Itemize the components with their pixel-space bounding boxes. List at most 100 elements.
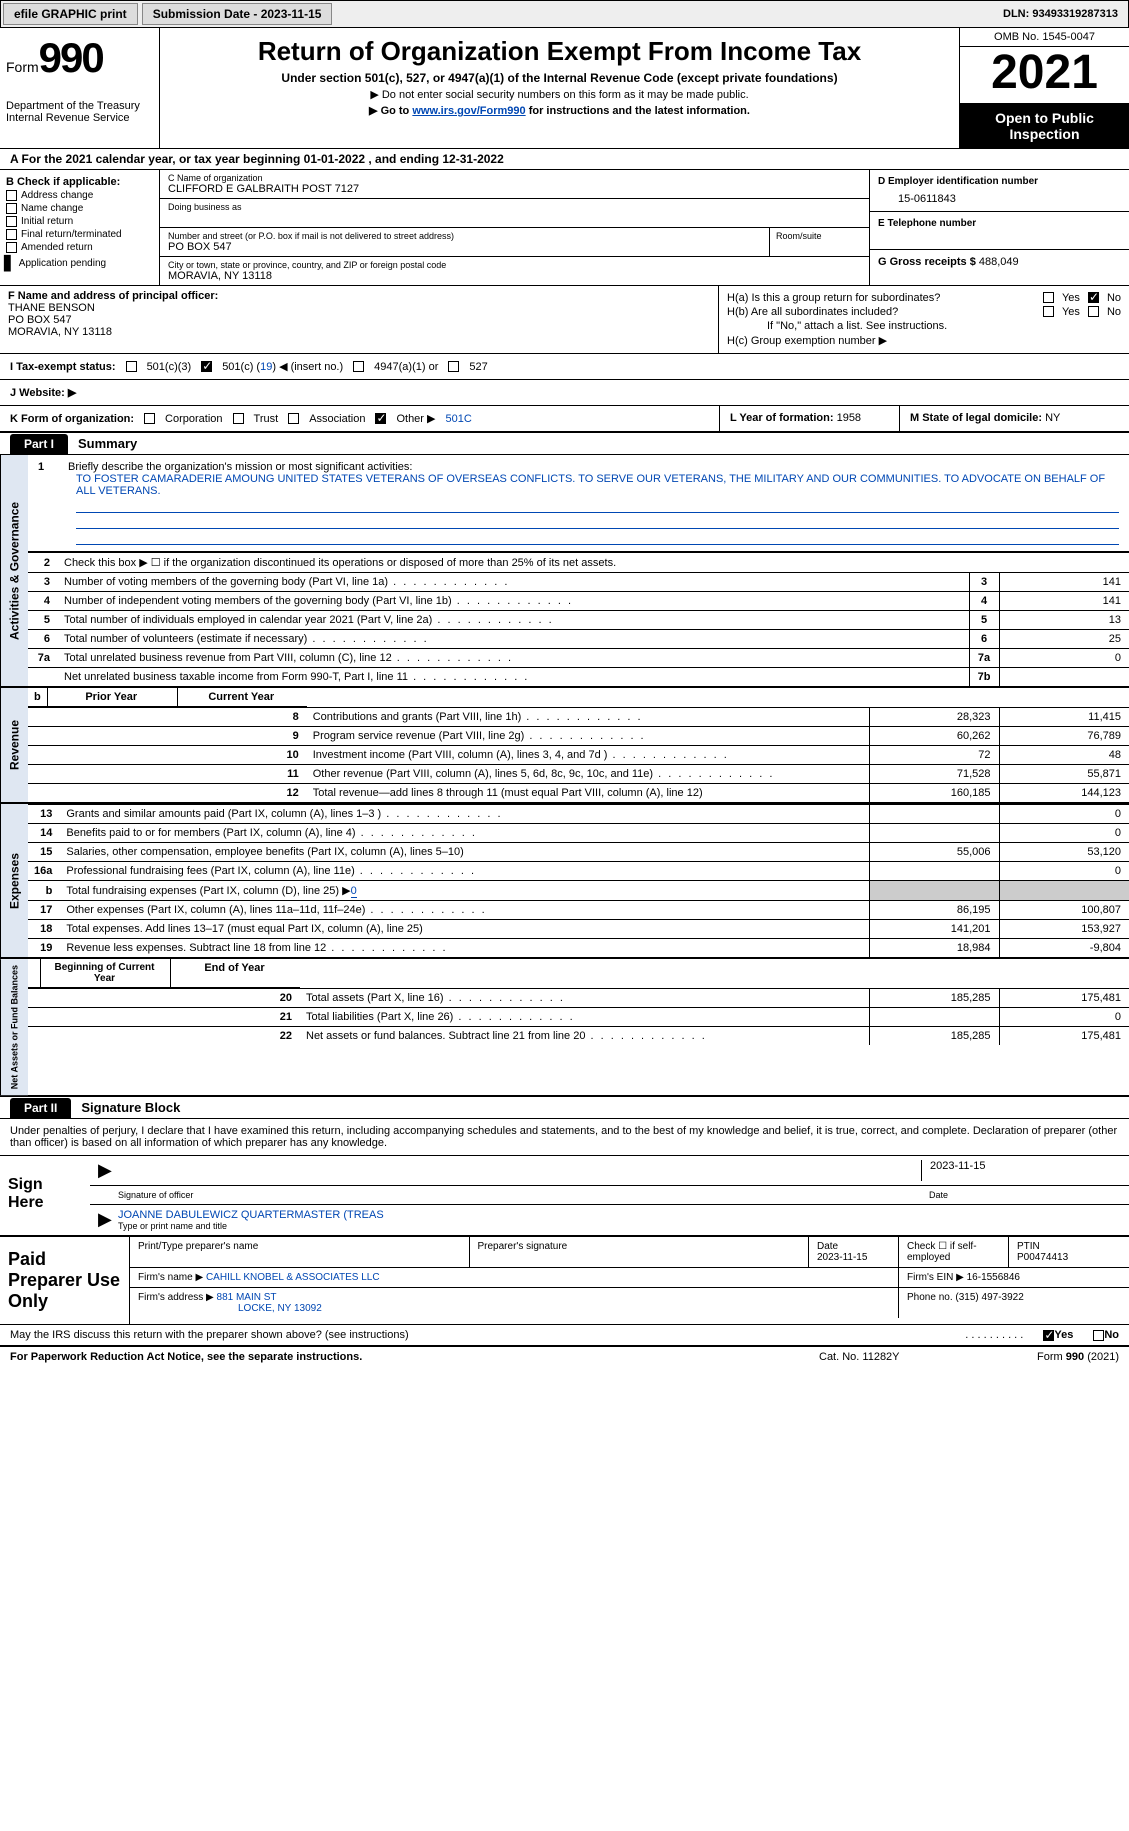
form-label: Form xyxy=(6,59,39,75)
city: MORAVIA, NY 13118 xyxy=(168,270,861,282)
prep-date: 2023-11-15 xyxy=(817,1252,867,1263)
hb-yes[interactable] xyxy=(1043,306,1054,317)
line-10: Investment income (Part VIII, column (A)… xyxy=(307,746,869,765)
part1-title: Summary xyxy=(68,433,147,454)
discuss-no[interactable] xyxy=(1093,1330,1104,1341)
prep-self-emp[interactable]: Check ☐ if self-employed xyxy=(899,1237,1009,1267)
chk-app-pending[interactable]: ▋Application pending xyxy=(6,255,153,272)
sign-here-row: Sign Here ▶ 2023-11-15 Signature of offi… xyxy=(0,1156,1129,1236)
curr-year-hdr: Current Year xyxy=(177,688,307,706)
sign-here-label: Sign Here xyxy=(0,1156,90,1235)
section-d: D Employer identification number 15-0611… xyxy=(869,170,1129,285)
line-22: Net assets or fund balances. Subtract li… xyxy=(300,1027,869,1046)
firm-city: LOCKE, NY 13092 xyxy=(138,1303,322,1314)
opt-501c3: 501(c)(3) xyxy=(147,361,192,373)
chk-4947[interactable] xyxy=(353,361,364,372)
firm-name: CAHILL KNOBEL & ASSOCIATES LLC xyxy=(206,1272,380,1283)
expenses-section: Expenses 13Grants and similar amounts pa… xyxy=(0,803,1129,958)
dln-label: DLN: 93493319287313 xyxy=(993,5,1128,23)
form-number: Form990 xyxy=(6,34,153,82)
form-footer: Form 990 (2021) xyxy=(969,1351,1119,1363)
line-15: Salaries, other compensation, employee b… xyxy=(60,843,869,862)
opt-527: 527 xyxy=(469,361,487,373)
expenses-table: 13Grants and similar amounts paid (Part … xyxy=(28,804,1129,957)
hb-no[interactable] xyxy=(1088,306,1099,317)
chk-501c3[interactable] xyxy=(126,361,137,372)
line-8: Contributions and grants (Part VIII, lin… xyxy=(307,708,869,727)
irs-link[interactable]: www.irs.gov/Form990 xyxy=(412,105,525,117)
ha-no[interactable] xyxy=(1088,292,1099,303)
line-18: Total expenses. Add lines 13–17 (must eq… xyxy=(60,920,869,939)
hb-lbl: H(b) Are all subordinates included? xyxy=(727,306,1043,318)
line-7b: Net unrelated business taxable income fr… xyxy=(58,668,969,687)
section-i: I Tax-exempt status: 501(c)(3) 501(c) (1… xyxy=(0,354,1129,380)
prep-ptin: P00474413 xyxy=(1017,1252,1068,1263)
side-expenses: Expenses xyxy=(0,804,28,957)
ein-cell: D Employer identification number 15-0611… xyxy=(870,170,1129,212)
tel-lbl: E Telephone number xyxy=(878,218,1121,229)
firm-addr: 881 MAIN ST xyxy=(217,1292,277,1303)
submission-date-button[interactable]: Submission Date - 2023-11-15 xyxy=(142,3,333,25)
section-f: F Name and address of principal officer:… xyxy=(0,286,719,353)
i-lbl: I Tax-exempt status: xyxy=(10,361,116,373)
section-c: C Name of organization CLIFFORD E GALBRA… xyxy=(160,170,869,285)
line-12: Total revenue—add lines 8 through 11 (mu… xyxy=(307,784,869,803)
revenue-table: bPrior YearCurrent Year 8Contributions a… xyxy=(28,688,1129,802)
line-19: Revenue less expenses. Subtract line 18 … xyxy=(60,939,869,958)
part1-tab: Part I xyxy=(10,434,68,454)
form-num: 990 xyxy=(39,34,103,81)
addr-row: Number and street (or P.O. box if mail i… xyxy=(160,228,869,257)
val-7a: 0 xyxy=(999,649,1129,668)
firm-phone: (315) 497-3922 xyxy=(955,1292,1023,1303)
chk-corp[interactable] xyxy=(144,413,155,424)
header-left: Form990 Department of the Treasury Inter… xyxy=(0,28,160,148)
val-3: 141 xyxy=(999,573,1129,592)
chk-trust[interactable] xyxy=(233,413,244,424)
chk-final-return[interactable]: Final return/terminated xyxy=(6,229,153,240)
val-4: 141 xyxy=(999,592,1129,611)
gross-val: 488,049 xyxy=(979,256,1019,268)
net-assets-section: Net Assets or Fund Balances Beginning of… xyxy=(0,958,1129,1097)
efile-print-button[interactable]: efile GRAPHIC print xyxy=(3,3,138,25)
chk-address-change[interactable]: Address change xyxy=(6,190,153,201)
k-lbl: K Form of organization: xyxy=(10,413,134,425)
chk-assoc[interactable] xyxy=(288,413,299,424)
chk-527[interactable] xyxy=(448,361,459,372)
paperwork-notice: For Paperwork Reduction Act Notice, see … xyxy=(10,1351,819,1363)
open-public: Open to Public Inspection xyxy=(960,104,1129,148)
room-suite: Room/suite xyxy=(769,228,869,256)
line-4: Number of independent voting members of … xyxy=(58,592,969,611)
line-2: Check this box ▶ ☐ if the organization d… xyxy=(58,553,1129,573)
prior-year-hdr: Prior Year xyxy=(47,688,177,706)
prep-sig-lbl: Preparer's signature xyxy=(470,1237,810,1267)
line-21: Total liabilities (Part X, line 26) xyxy=(300,1008,869,1027)
goto-post: for instructions and the latest informat… xyxy=(526,105,750,117)
ha-lbl: H(a) Is this a group return for subordin… xyxy=(727,292,1043,304)
subtitle-3: ▶ Go to www.irs.gov/Form990 for instruct… xyxy=(170,104,949,117)
ein-lbl: D Employer identification number xyxy=(878,176,1121,187)
b-label: B Check if applicable: xyxy=(6,176,153,188)
officer-addr: PO BOX 547 xyxy=(8,314,72,326)
declaration: Under penalties of perjury, I declare th… xyxy=(0,1118,1129,1156)
section-j: J Website: ▶ xyxy=(0,380,1129,406)
discuss-yes[interactable] xyxy=(1043,1330,1054,1341)
chk-name-change[interactable]: Name change xyxy=(6,203,153,214)
addr-lbl: Number and street (or P.O. box if mail i… xyxy=(168,231,761,241)
preparer-row: Paid Preparer Use Only Print/Type prepar… xyxy=(0,1236,1129,1325)
officer-city: MORAVIA, NY 13118 xyxy=(8,326,112,338)
opt-501c: 501(c) (19) ◀ (insert no.) xyxy=(222,360,343,373)
org-name-lbl: C Name of organization xyxy=(168,173,861,183)
line-16a: Professional fundraising fees (Part IX, … xyxy=(60,862,869,881)
discuss-row: May the IRS discuss this return with the… xyxy=(0,1325,1129,1347)
activities-governance-section: Activities & Governance 1Briefly describ… xyxy=(0,454,1129,687)
line-16b: Total fundraising expenses (Part IX, col… xyxy=(60,881,869,901)
ha-yes[interactable] xyxy=(1043,292,1054,303)
hb-note: If "No," attach a list. See instructions… xyxy=(727,320,1121,332)
chk-501c[interactable] xyxy=(201,361,212,372)
chk-initial-return[interactable]: Initial return xyxy=(6,216,153,227)
chk-amended[interactable]: Amended return xyxy=(6,242,153,253)
mission-lbl: Briefly describe the organization's miss… xyxy=(68,461,412,473)
chk-other[interactable] xyxy=(375,413,386,424)
part2-title: Signature Block xyxy=(71,1097,190,1118)
prep-print-lbl: Print/Type preparer's name xyxy=(130,1237,470,1267)
